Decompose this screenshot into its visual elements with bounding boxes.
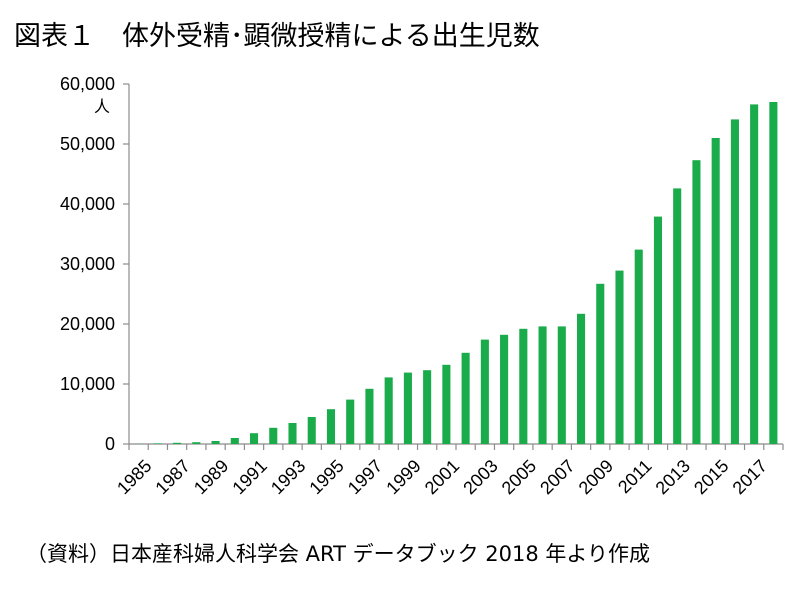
y-tick-label: 40,000 [60, 194, 115, 214]
x-tick-label: 1991 [228, 456, 270, 498]
y-tick-label: 0 [105, 434, 115, 454]
bar-2016 [730, 119, 739, 445]
bar-2007 [557, 326, 566, 444]
x-tick-label: 2003 [459, 456, 501, 498]
bar-1998 [384, 377, 393, 444]
bar-2011 [634, 249, 643, 444]
bar-2006 [538, 326, 547, 444]
x-tick-label: 1995 [305, 456, 347, 498]
bar-2008 [576, 313, 586, 444]
x-tick-label: 2005 [498, 456, 540, 498]
bar-2013 [673, 188, 682, 444]
bar-1988 [192, 442, 201, 444]
bar-1990 [230, 438, 239, 444]
x-tick-label: 1993 [267, 456, 309, 498]
x-axis: 1985198719891991199319951997199920012003… [113, 443, 784, 498]
x-tick-label: 1989 [190, 456, 232, 498]
bar-2002 [461, 352, 470, 444]
bar-2010 [615, 270, 624, 444]
source-note: （資料）日本産科婦人科学会 ART データブック 2018 年より作成 [26, 542, 650, 566]
bar-2012 [653, 216, 663, 444]
bar-1996 [346, 399, 355, 444]
bar-2018 [769, 102, 778, 444]
x-tick-label: 2007 [536, 456, 578, 498]
bars [134, 102, 778, 445]
y-tick-label: 30,000 [60, 254, 115, 274]
chart-title: 図表１ 体外受精･顕微授精による出生児数 [14, 21, 540, 52]
y-axis: 0 10,000 20,000 30,000 40,000 50,000 60,000 [60, 74, 130, 454]
x-tick-label: 2017 [729, 456, 771, 498]
bar-2015 [711, 138, 720, 444]
x-tick-label: 1985 [113, 456, 155, 498]
bar-2001 [442, 364, 451, 444]
x-tick-label: 2009 [575, 456, 617, 498]
bar-1994 [307, 417, 316, 444]
y-tick-label: 50,000 [60, 134, 115, 154]
y-axis-unit: 人 [94, 97, 110, 116]
bar-1989 [211, 441, 220, 444]
bar-2000 [423, 370, 432, 444]
bar-1995 [326, 409, 336, 444]
y-tick-label: 10,000 [60, 374, 115, 394]
x-tick-label: 2013 [652, 456, 694, 498]
y-tick-label: 20,000 [60, 314, 115, 334]
x-tick-label: 1987 [152, 456, 194, 498]
bar-2017 [750, 104, 759, 445]
x-tick-label: 2015 [690, 456, 732, 498]
bar-2009 [596, 283, 605, 444]
bar-2003 [480, 339, 489, 444]
x-tick-label: 1997 [344, 456, 386, 498]
x-tick-label: 1999 [382, 456, 424, 498]
bar-1993 [288, 423, 297, 444]
x-tick-label: 2001 [421, 456, 463, 498]
bar-1992 [269, 427, 278, 444]
bar-2014 [692, 160, 701, 444]
bar-2005 [519, 328, 528, 444]
bar-1999 [403, 372, 412, 444]
bar-1997 [365, 388, 374, 444]
y-tick-label: 60,000 [60, 74, 115, 94]
bar-2004 [500, 334, 509, 444]
bar-1987 [173, 442, 182, 444]
bar-1986 [153, 443, 162, 444]
x-tick-label: 2011 [614, 456, 656, 498]
bar-1991 [249, 433, 259, 444]
